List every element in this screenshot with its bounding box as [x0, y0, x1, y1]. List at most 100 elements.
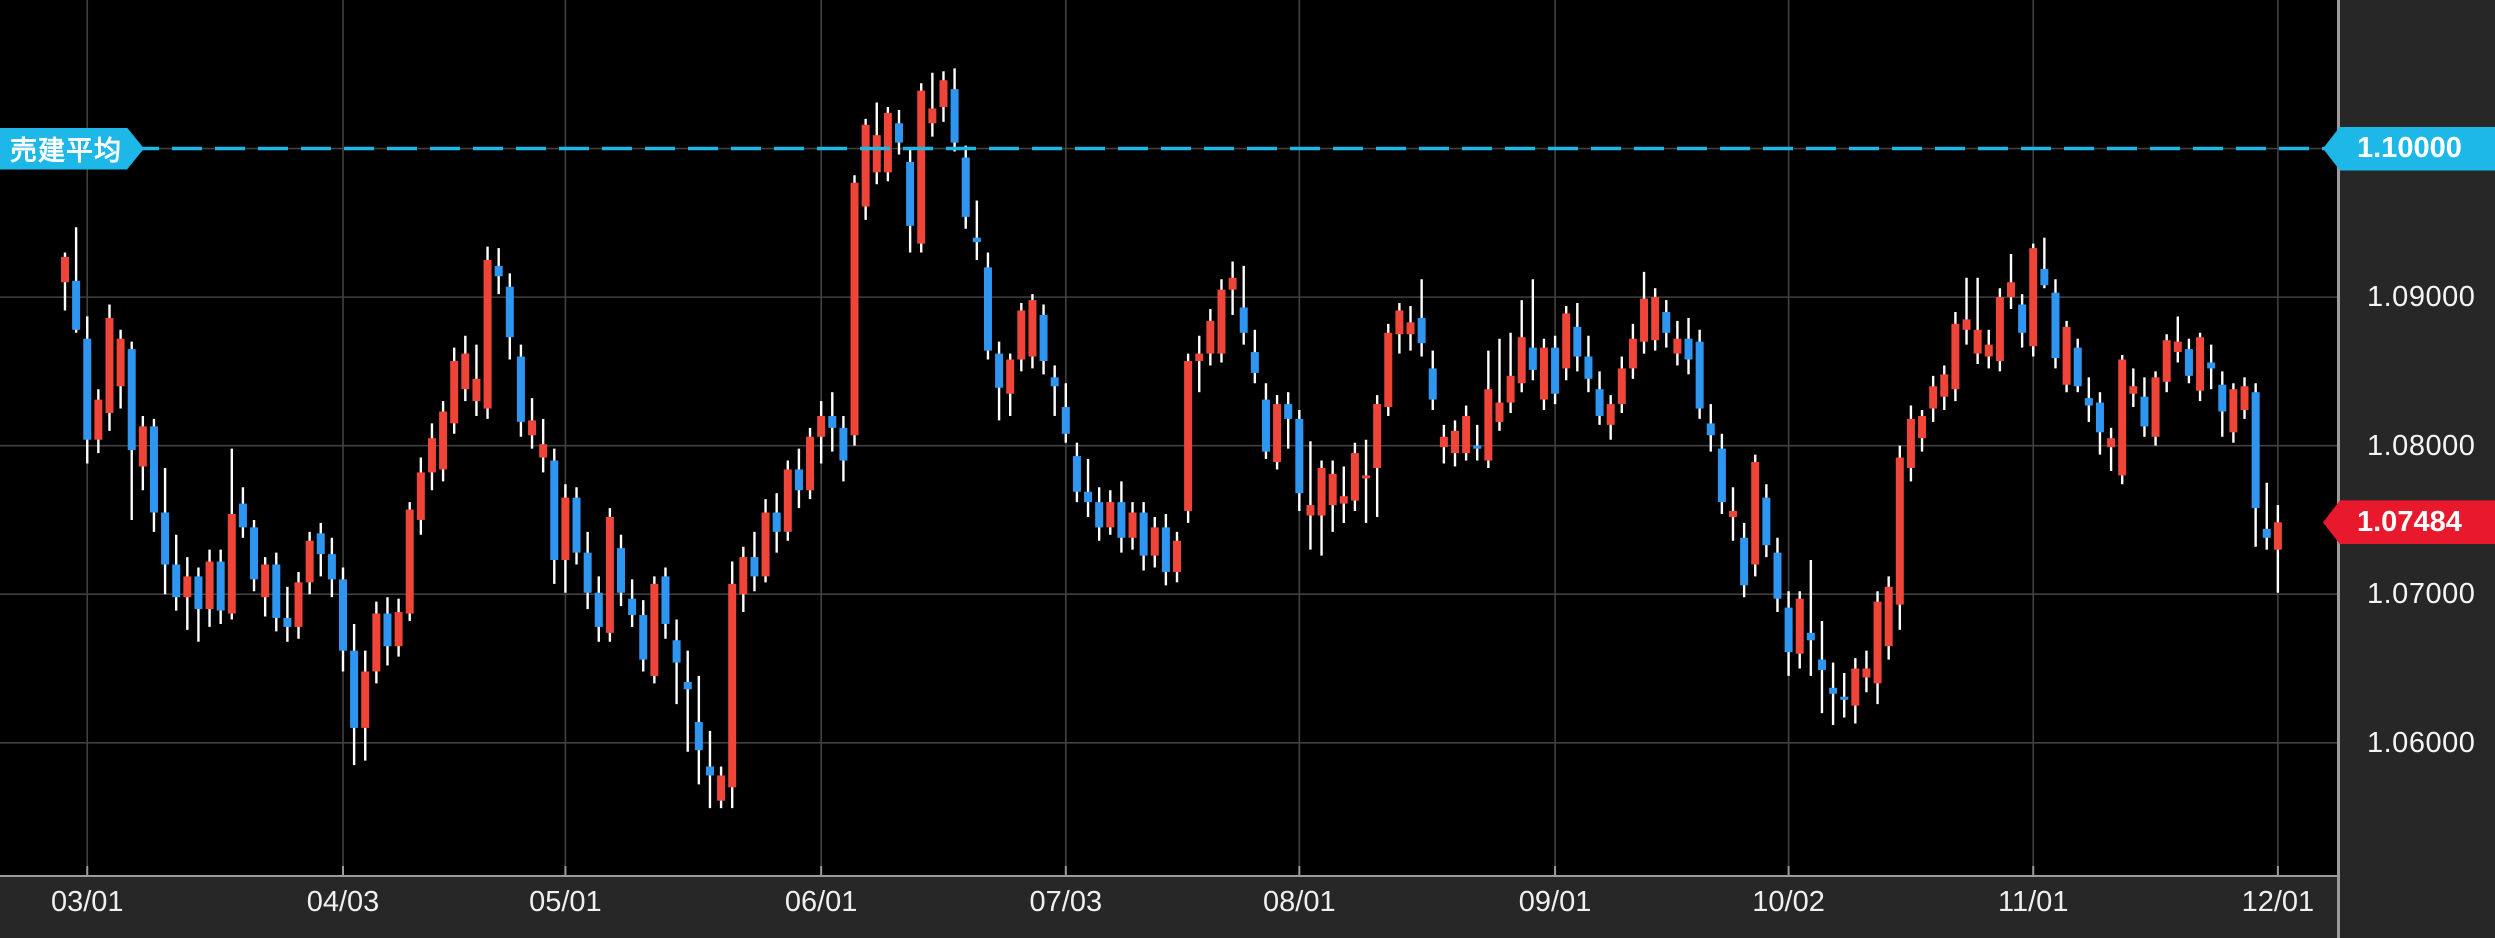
- candle-body-down: [828, 415, 837, 428]
- candle-body-down: [1740, 537, 1749, 586]
- candle-body-up: [1306, 505, 1315, 516]
- candle-body-up: [2240, 386, 2249, 411]
- candle-body-down: [2040, 268, 2049, 286]
- candle-body-up: [1628, 338, 1637, 369]
- price-axis-tick: 1.09000: [2367, 281, 2476, 314]
- candle-body-up: [1539, 347, 1548, 400]
- candle-body-up: [1506, 375, 1515, 403]
- candle-body-down: [950, 89, 959, 143]
- candle-body-down: [1072, 456, 1081, 492]
- candle-body-up: [1651, 297, 1660, 341]
- candle-body-down: [961, 157, 970, 217]
- candle-body-up: [138, 426, 147, 467]
- candle-body-down: [1695, 341, 1704, 409]
- candle-body-up: [372, 613, 381, 672]
- price-axis-tick: 1.08000: [2367, 429, 2476, 462]
- candle-body-up: [1373, 404, 1382, 468]
- candle-body-up: [739, 557, 748, 595]
- candle-body-up: [561, 497, 570, 561]
- candle-body-up: [1228, 277, 1237, 290]
- candle-body-up: [2196, 337, 2205, 391]
- candle-body-up: [605, 516, 614, 633]
- time-axis-label: 12/01: [2241, 886, 2315, 918]
- candle-body-down: [83, 338, 92, 440]
- candle-body-up: [1995, 297, 2004, 361]
- candle-body-up: [1729, 511, 1737, 517]
- candle-body-down: [772, 512, 781, 532]
- candle-body-up: [416, 472, 425, 520]
- candle-body-up: [806, 436, 815, 491]
- candle-body-up: [1317, 467, 1326, 516]
- candle-body-up: [2151, 377, 2160, 437]
- candle-body-up: [1273, 404, 1282, 463]
- candle-body-down: [1773, 552, 1782, 599]
- candle-body-down: [339, 579, 347, 651]
- time-axis-label: 11/01: [1998, 886, 2069, 918]
- time-axis-label: 08/01: [1263, 886, 1336, 918]
- candle-body-up: [183, 576, 192, 598]
- price-axis-line: [2337, 0, 2340, 938]
- time-axis-label: 05/01: [529, 886, 602, 918]
- candle-body-down: [906, 161, 915, 226]
- candle-body-up: [116, 338, 125, 387]
- candle-body-down: [583, 552, 592, 593]
- candle-body-up: [305, 540, 314, 583]
- candle-body-up: [1362, 475, 1371, 479]
- candle-body-up: [2129, 386, 2138, 394]
- candle-body-up: [728, 583, 737, 788]
- candle-body-down: [516, 356, 525, 422]
- candle-body-down: [895, 123, 903, 143]
- time-axis-label: 04/03: [306, 886, 380, 918]
- candle-body-down: [1061, 407, 1070, 434]
- price-axis-tick: 1.07000: [2367, 578, 2476, 611]
- candle-body-down: [839, 427, 848, 461]
- candle-body-down: [1817, 659, 1826, 670]
- candle-body-down: [794, 469, 803, 491]
- time-axis[interactable]: 03/01 04/03 05/01 06/01 07/03 08/01 09/01 10/02…: [0, 877, 2340, 938]
- candle-body-up: [928, 108, 937, 124]
- candle-body-down: [2184, 349, 2193, 376]
- candle-body-up: [1406, 322, 1415, 335]
- candle-body-down: [1784, 607, 1793, 653]
- candle-body-down: [161, 512, 170, 565]
- avg-sell-position-badge[interactable]: 売建平均: [0, 128, 144, 170]
- candle-body-up: [650, 583, 659, 676]
- candle-body-down: [705, 766, 714, 776]
- candle-body-down: [2084, 398, 2093, 406]
- candle-body-up: [2062, 326, 2071, 385]
- candle-body-up: [1206, 320, 1215, 354]
- candle-body-down: [350, 650, 359, 728]
- time-axis-label: 10/02: [1752, 886, 1825, 918]
- candle-body-down: [2095, 402, 2104, 433]
- candle-body-up: [1751, 462, 1760, 565]
- candle-body-down: [1250, 352, 1259, 373]
- candle-body-down: [505, 286, 514, 338]
- candle-body-up: [1873, 601, 1882, 684]
- candle-body-up: [1173, 540, 1181, 572]
- time-axis-line: [0, 875, 2340, 877]
- candle-body-up: [1862, 668, 1871, 678]
- candle-body-down: [1573, 326, 1582, 357]
- candle-body-up: [1795, 598, 1804, 654]
- candle-body-up: [1350, 453, 1359, 501]
- candle-body-down: [1551, 347, 1560, 394]
- candle-body-up: [1562, 313, 1571, 369]
- candle-body-down: [1284, 404, 1293, 419]
- candle-body-up: [1851, 668, 1860, 706]
- candle-body-down: [383, 613, 392, 647]
- candle-body-up: [483, 259, 492, 409]
- candle-body-up: [939, 80, 948, 107]
- candle-body-down: [1139, 512, 1148, 556]
- candle-body-up: [2118, 359, 2127, 476]
- candle-body-down: [1662, 311, 1671, 333]
- candle-body-down: [639, 615, 648, 660]
- candle-body-up: [917, 90, 926, 244]
- price-axis[interactable]: 1.10000 1.07484 1.09000 1.08000 1.07000 1.0…: [2323, 0, 2495, 938]
- candle-body-up: [472, 378, 481, 402]
- candle-body-up: [1462, 415, 1471, 454]
- candle-body-up: [1339, 496, 1348, 504]
- candle-body-down: [72, 280, 81, 330]
- chart-plot-area[interactable]: [0, 0, 2340, 877]
- candle-body-down: [983, 267, 992, 351]
- candle-body-down: [550, 460, 559, 561]
